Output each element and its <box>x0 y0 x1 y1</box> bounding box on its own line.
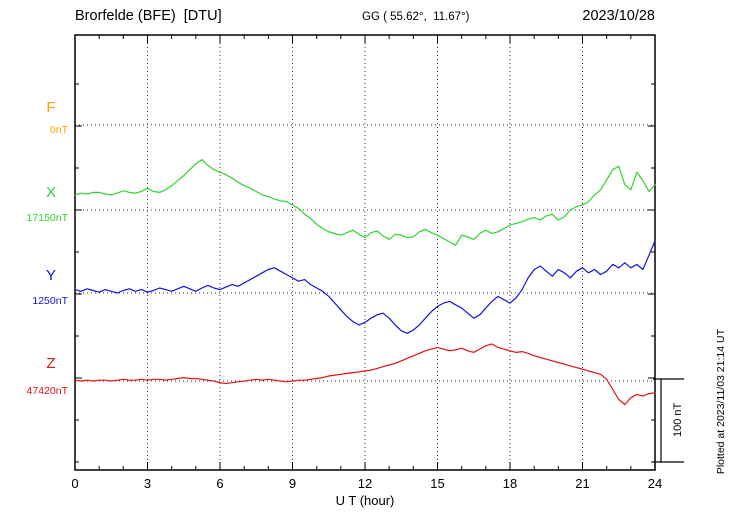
series-label-z: Z <box>46 355 56 372</box>
x-tick-label: 3 <box>143 476 152 491</box>
x-tick-label: 21 <box>575 476 590 491</box>
station-title: Brorfelde (BFE) [DTU] <box>75 8 222 24</box>
x-tick-label: 6 <box>216 476 224 491</box>
x-tick-label: 18 <box>502 476 518 491</box>
x-tick-label: 24 <box>647 476 663 491</box>
series-label-x: X <box>45 184 56 201</box>
series-baseline-f: 0nT <box>49 124 68 136</box>
x-tick-label: 12 <box>357 476 373 491</box>
x-axis-title: U T (hour) <box>335 493 395 508</box>
plotted-timestamp-note: Plotted at 2023/11/03 21:14 UT <box>715 328 727 474</box>
geographic-coordinates: GG ( 55.62°, 11.67°) <box>362 11 470 23</box>
x-tick-label: 0 <box>71 476 79 491</box>
series-label-f: F <box>46 99 56 116</box>
series-baseline-x: 17150nT <box>26 212 68 224</box>
x-tick-label: 15 <box>430 476 445 491</box>
series-baseline-y: 1250nT <box>32 295 68 307</box>
scale-bar-label: 100 nT <box>672 402 684 438</box>
plot-date: 2023/10/28 <box>582 8 655 24</box>
x-tick-label: 9 <box>288 476 297 491</box>
series-label-y: Y <box>45 267 56 284</box>
series-baseline-z: 47420nT <box>26 385 68 397</box>
